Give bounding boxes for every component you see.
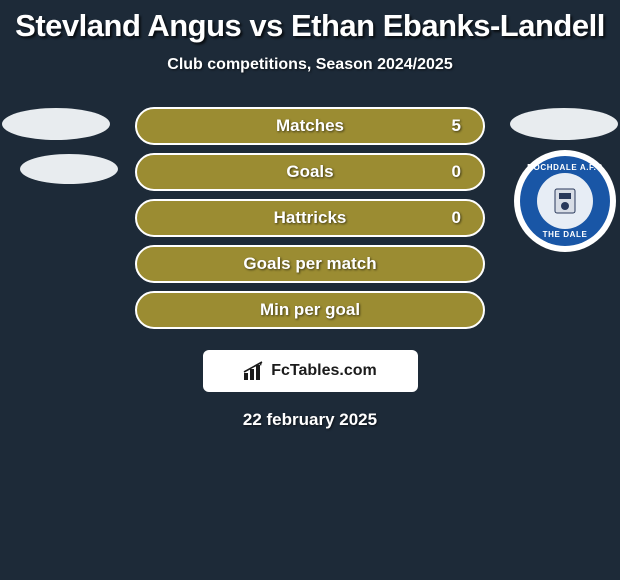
stat-row: Goals 0 [6, 150, 614, 194]
stat-row: Matches 5 [6, 104, 614, 148]
stat-value-right: 0 [452, 162, 461, 182]
page-title: Stevland Angus vs Ethan Ebanks-Landell [6, 8, 614, 44]
stats-section: ROCHDALE A.F.C THE DALE Matches 5 Goals [6, 104, 614, 332]
stat-bar-hattricks: Hattricks 0 [135, 199, 485, 237]
stat-bar-goals-per-match: Goals per match [135, 245, 485, 283]
stat-bar-min-per-goal: Min per goal [135, 291, 485, 329]
stat-row: Goals per match [6, 242, 614, 286]
stat-label: Goals [137, 162, 483, 182]
stat-label: Min per goal [137, 300, 483, 320]
site-name: FcTables.com [271, 362, 377, 380]
stat-value-right: 5 [452, 116, 461, 136]
stat-label: Hattricks [137, 208, 483, 228]
page-subtitle: Club competitions, Season 2024/2025 [6, 56, 614, 74]
stat-row: Min per goal [6, 288, 614, 332]
footer-date: 22 february 2025 [6, 410, 614, 430]
stat-label: Goals per match [137, 254, 483, 274]
chart-bars-icon [243, 361, 265, 381]
stat-bar-matches: Matches 5 [135, 107, 485, 145]
stat-value-right: 0 [452, 208, 461, 228]
site-attribution[interactable]: FcTables.com [203, 350, 418, 392]
comparison-card: Stevland Angus vs Ethan Ebanks-Landell C… [0, 0, 620, 430]
stat-label: Matches [137, 116, 483, 136]
stat-bar-goals: Goals 0 [135, 153, 485, 191]
stat-row: Hattricks 0 [6, 196, 614, 240]
